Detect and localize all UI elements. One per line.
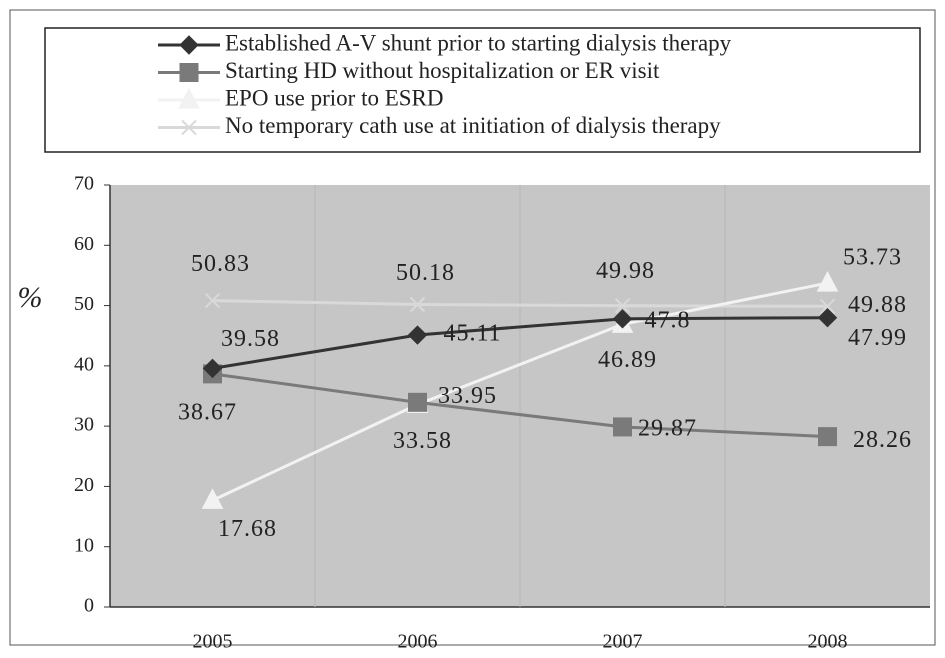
data-point [614,297,631,314]
data-point [202,358,223,379]
data-label: 33.95 [438,383,497,409]
legend-marker [178,87,200,109]
series-line [211,281,828,502]
series-line [212,372,828,439]
x-tick-label: 2007 [603,631,643,653]
data-label: 49.98 [596,258,655,284]
legend-marker [181,119,197,136]
data-label: 33.58 [393,428,452,454]
y-tick-label: 10 [74,534,94,556]
x-tick-label: 2005 [193,631,233,653]
data-label: 47.99 [848,325,907,351]
data-label: 50.18 [396,260,455,286]
series-line [212,316,828,370]
y-tick-label: 30 [74,414,94,436]
legend-label: No temporary cath use at initiation of d… [225,113,721,138]
data-point [816,271,839,292]
legend-label: Starting HD without hospitalization or E… [225,58,660,83]
data-label: 45.11 [443,321,501,347]
legend-label: Established A-V shunt prior to starting … [225,30,732,55]
data-label: 53.73 [843,245,902,271]
data-label: 50.83 [191,251,250,277]
data-point [819,298,836,315]
data-point [408,392,427,412]
data-label: 47.8 [645,307,691,333]
data-label: 28.26 [853,427,912,453]
y-axis-label: % [18,281,43,314]
data-label: 49.88 [848,292,907,318]
x-tick-label: 2008 [808,631,848,653]
y-tick-label: 70 [74,173,94,195]
y-tick-label: 20 [74,474,94,496]
data-label: 17.68 [218,516,277,542]
data-label: 39.58 [221,326,280,352]
data-label: 38.67 [178,399,237,425]
y-tick-label: 50 [74,293,94,315]
data-point [409,296,426,313]
data-point [817,307,838,328]
data-point [613,417,632,437]
data-point [407,325,428,345]
data-point [201,488,224,509]
data-label: 29.87 [638,415,697,441]
legend-marker [179,63,199,82]
series-line [212,299,828,308]
data-label: 46.89 [598,347,657,373]
data-point [818,427,837,447]
frame [9,9,936,646]
legend-marker [179,35,199,55]
y-tick-label: 60 [74,233,94,255]
legend-label: EPO use prior to ESRD [225,85,444,110]
y-tick-label: 40 [74,353,94,375]
y-tick-label: 0 [84,595,94,617]
data-point [612,309,633,329]
data-point [204,292,221,309]
x-tick-label: 2006 [398,631,438,653]
